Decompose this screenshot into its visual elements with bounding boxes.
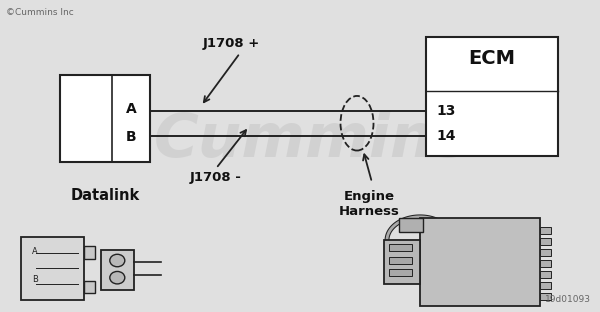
Bar	[540, 227, 551, 234]
Bar	[389, 269, 412, 276]
Text: A: A	[32, 247, 38, 256]
Bar	[60, 75, 150, 162]
Text: 19d01093: 19d01093	[545, 295, 591, 304]
Bar	[399, 218, 423, 232]
Bar	[540, 260, 551, 267]
Text: B: B	[32, 275, 38, 284]
Text: Cummins: Cummins	[154, 111, 470, 170]
Text: 14: 14	[437, 129, 457, 143]
Bar	[420, 218, 540, 306]
Bar	[389, 244, 412, 251]
Text: Datalink: Datalink	[70, 188, 140, 203]
Bar	[540, 293, 551, 300]
Bar	[540, 249, 551, 256]
Text: A: A	[126, 102, 136, 116]
Bar	[540, 271, 551, 278]
Bar	[84, 281, 95, 293]
Text: J1708 +: J1708 +	[202, 37, 260, 50]
Bar	[540, 282, 551, 289]
Bar	[84, 246, 95, 259]
Text: ©Cummins Inc: ©Cummins Inc	[6, 8, 74, 17]
Bar	[389, 257, 412, 264]
Text: 13: 13	[437, 104, 456, 118]
Text: B: B	[126, 130, 136, 144]
Bar	[426, 37, 558, 156]
Bar	[540, 238, 551, 245]
Text: ECM: ECM	[469, 49, 515, 68]
Ellipse shape	[110, 254, 125, 267]
Text: Engine
Harness: Engine Harness	[338, 190, 400, 218]
Bar	[384, 240, 420, 284]
Text: J1708 -: J1708 -	[190, 171, 242, 184]
Ellipse shape	[110, 271, 125, 284]
Bar	[21, 237, 84, 300]
Bar	[101, 250, 134, 290]
